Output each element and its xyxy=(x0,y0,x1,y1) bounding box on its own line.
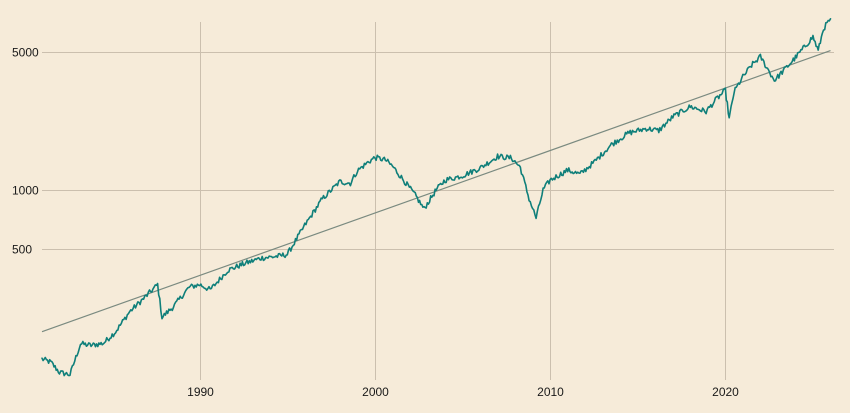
y-tick-label: 500 xyxy=(12,243,32,257)
x-tick-label: 1990 xyxy=(187,385,214,399)
trend-line xyxy=(41,50,831,333)
x-tick-label: 2010 xyxy=(537,385,564,399)
y-tick-label: 5000 xyxy=(12,46,39,60)
grid-layer xyxy=(42,22,834,380)
tick-labels: 500 1000 5000 1990 2000 2010 2020 xyxy=(12,46,739,400)
x-tick-label: 2020 xyxy=(712,385,739,399)
x-tick-label: 2000 xyxy=(362,385,389,399)
index-line xyxy=(41,18,832,377)
y-tick-label: 1000 xyxy=(12,184,39,198)
